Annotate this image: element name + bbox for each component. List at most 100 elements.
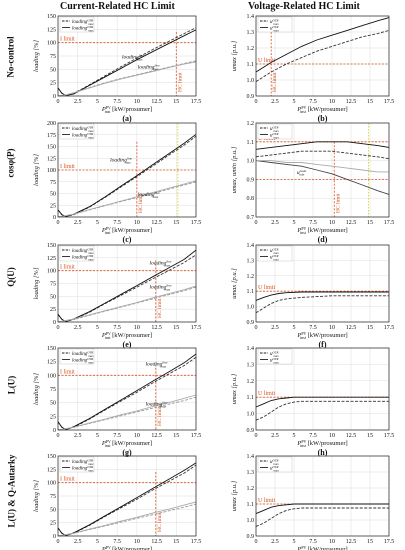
series-line	[57, 501, 197, 537]
y-tick-label: 1.2	[247, 379, 255, 385]
x-tick-label: 10	[134, 99, 140, 105]
series-line	[57, 394, 197, 431]
series-line	[255, 400, 389, 421]
plot-frame	[57, 15, 197, 97]
y-axis-label: umax [p.u.]	[231, 268, 238, 299]
legend-entry: loadingOTR max	[72, 125, 94, 133]
legend-box	[59, 123, 95, 140]
curve-label: loadingline max	[146, 361, 168, 369]
plot-frame	[255, 122, 390, 218]
y-tick-label: 0	[53, 215, 56, 221]
x-tick-label: 15	[173, 99, 179, 105]
y-tick-label: 25	[50, 521, 56, 527]
panel-label: (c)	[123, 235, 132, 244]
y-tick-label: 1.3	[247, 362, 255, 368]
y-tick-label: 50	[50, 401, 56, 407]
x-tick-label: 7.5	[113, 99, 121, 105]
x-tick-label: 12.5	[151, 539, 162, 545]
curve-label: loadingline max	[110, 157, 132, 165]
x-tick-label: 10	[329, 539, 335, 545]
x-tick-label: 15	[173, 220, 179, 226]
y-tick-label: 125	[47, 156, 56, 162]
y-tick-label: 125	[47, 360, 56, 366]
chart-panel-c: 0 2.5 5 7.5 10 12.5 15 17.5 0 25 50 75 100 125 150 175 2…	[33, 121, 201, 244]
curve-label: loadingline max	[146, 400, 168, 408]
legend-entry: loadingOTR max	[72, 132, 94, 140]
y-tick-label: 1.1	[247, 289, 255, 295]
x-tick-label: 5	[293, 220, 296, 226]
y-tick-label: 75	[50, 180, 56, 186]
x-tick-label: 0	[57, 99, 60, 105]
limit-label: U limit	[258, 498, 276, 504]
y-tick-label: 1.0	[247, 305, 255, 311]
x-tick-label: 7.5	[113, 539, 121, 545]
series-line	[255, 396, 389, 408]
hc-limit-label: HC limit	[177, 72, 183, 92]
y-tick-label: 75	[50, 54, 56, 60]
x-tick-label: 17.5	[384, 99, 395, 105]
limit-label: U limit	[258, 58, 276, 64]
y-axis-label: umax [p.u.]	[231, 373, 238, 404]
x-tick-label: 17.5	[384, 433, 395, 439]
series-line	[57, 61, 197, 97]
y-tick-label: 150	[47, 346, 56, 352]
x-tick-label: 0	[57, 539, 60, 545]
y-tick-label: 1.2	[247, 486, 255, 492]
x-tick-label: 17.5	[384, 220, 395, 226]
curve-label: unode min	[297, 169, 307, 177]
curve-label: loadingline max	[138, 191, 160, 199]
y-tick-label: 50	[50, 67, 56, 73]
legend-entry: uOTR max	[270, 458, 279, 466]
y-tick-label: 100	[47, 269, 56, 275]
x-tick-label: 7.5	[309, 220, 317, 226]
x-tick-label: 5	[96, 220, 99, 226]
limit-label: I limit	[60, 164, 75, 170]
panel-label: (f)	[319, 340, 327, 349]
y-tick-label: 25	[50, 307, 56, 313]
y-axis-label: umax [p.u.]	[231, 40, 238, 71]
series-line	[57, 133, 197, 217]
y-tick-label: 1.3	[247, 30, 255, 36]
legend-entry: loadingOTR max	[72, 357, 94, 365]
legend-box	[257, 245, 293, 262]
plot-frame	[57, 347, 197, 431]
y-tick-label: 1.2	[247, 274, 255, 280]
curve-label: loadingline max	[122, 54, 144, 62]
plot-frame	[255, 244, 390, 323]
chart-panel-j: 0 2.5 5 7.5 10 12.5 15 17.5 0.9 1.0 1.1 1.2 1.3 1.4 U …	[231, 454, 394, 550]
x-tick-label: 12.5	[346, 99, 357, 105]
x-tick-label: 2.5	[74, 539, 82, 545]
legend-entry: loadingOTR max	[72, 25, 94, 33]
y-axis-label: umax [p.u.]	[231, 480, 238, 511]
x-tick-label: 12.5	[151, 220, 162, 226]
x-tick-label: 17.5	[384, 539, 395, 545]
legend-entry: uOTR max	[270, 357, 279, 365]
x-tick-label: 0	[255, 220, 258, 226]
series-line	[57, 27, 197, 96]
chart-panel-h: 0 2.5 5 7.5 10 12.5 15 17.5 0.9 1.0 1.1 1.2 1.3 1.4 U …	[231, 346, 394, 457]
y-tick-label: 0.9	[247, 320, 255, 326]
legend-box	[59, 16, 95, 33]
y-axis-label: loading [%]	[33, 267, 40, 299]
x-tick-label: 2.5	[271, 99, 279, 105]
x-tick-label: 15	[173, 325, 179, 331]
y-tick-label: 1.4	[247, 243, 255, 249]
x-tick-label: 5	[96, 325, 99, 331]
series-line	[255, 507, 389, 527]
legend-box	[59, 245, 95, 262]
x-tick-label: 10	[329, 325, 335, 331]
x-tick-label: 15	[173, 539, 179, 545]
y-tick-label: 1.1	[247, 140, 255, 146]
series-line	[255, 141, 390, 150]
y-tick-label: 0.8	[247, 196, 255, 202]
x-tick-label: 10	[329, 433, 335, 439]
x-tick-label: 2.5	[271, 325, 279, 331]
y-tick-label: 150	[47, 145, 56, 151]
chart-panel-e: 0 2.5 5 7.5 10 12.5 15 17.5 0 25 50 75 100 125 150 I li…	[33, 243, 201, 349]
x-tick-label: 2.5	[271, 433, 279, 439]
series-line	[255, 150, 390, 160]
y-tick-label: 0	[53, 428, 56, 434]
